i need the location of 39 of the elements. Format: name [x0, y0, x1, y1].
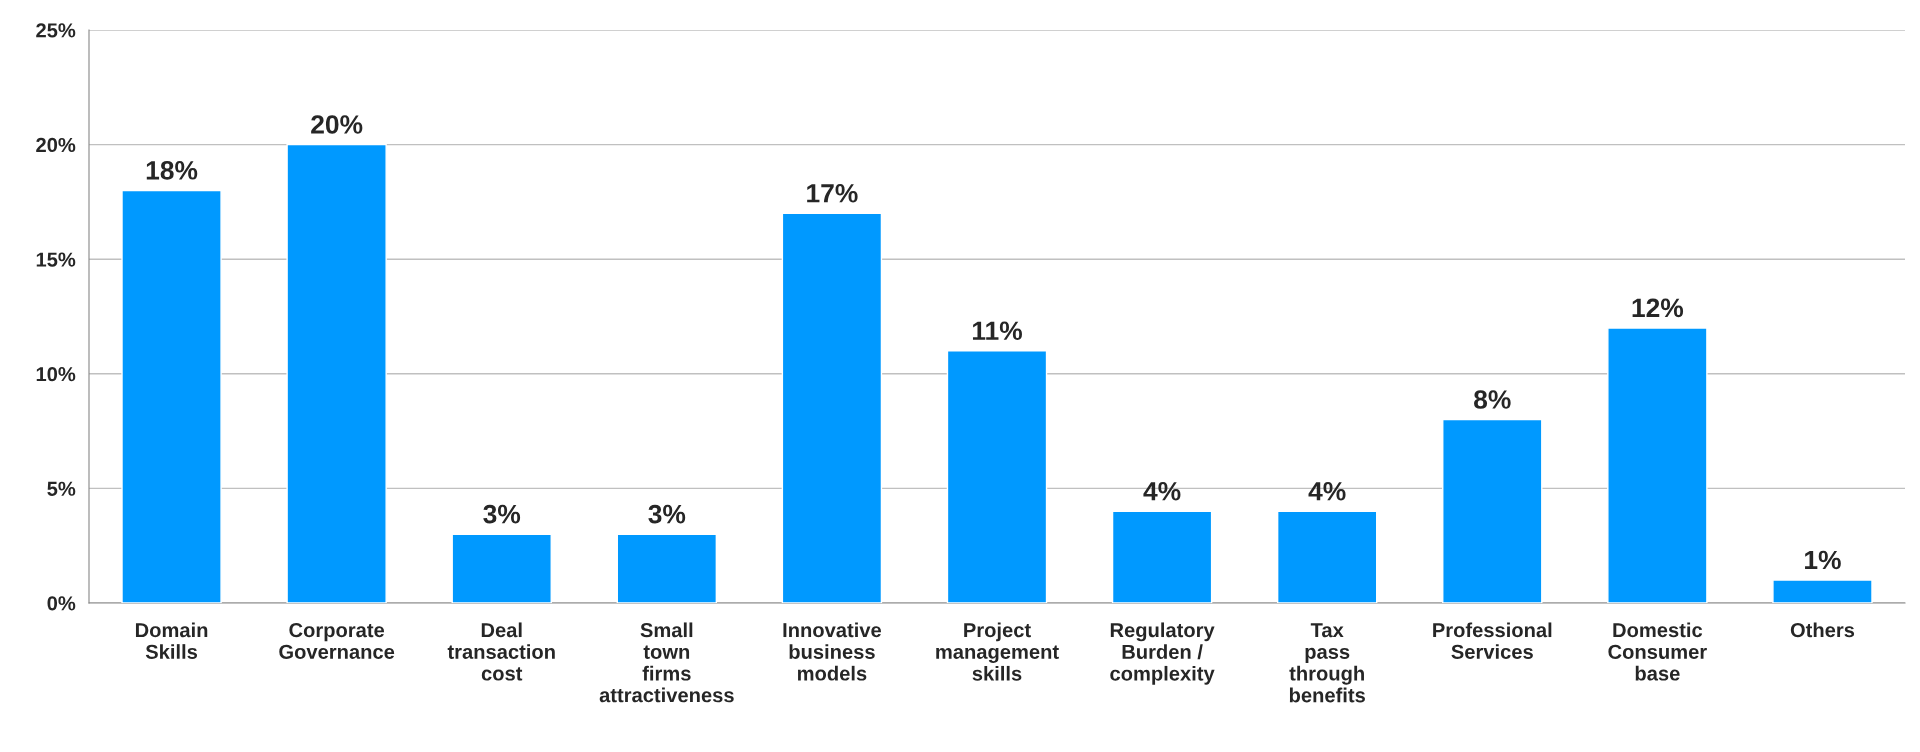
- x-tick-label: Innovative business models: [783, 622, 882, 681]
- y-tick-label: 10%: [36, 367, 76, 382]
- bar: [121, 189, 222, 603]
- y-tick-label: 5%: [47, 481, 76, 496]
- data-label: 3%: [648, 504, 686, 524]
- bar: [616, 533, 718, 603]
- x-tick-label: Domain Skills: [135, 622, 208, 659]
- x-tick-label: Tax pass through benefits: [1289, 623, 1365, 703]
- x-tick-label: Deal transaction cost: [447, 622, 555, 681]
- x-tick-label: Corporate Governance: [279, 622, 395, 659]
- x-tick-label: Project management skills: [936, 622, 1059, 681]
- data-label: 8%: [1474, 390, 1511, 409]
- x-tick-label: Regulatory Burden / complexity: [1110, 622, 1215, 685]
- data-label: 1%: [1805, 550, 1841, 570]
- data-label: 17%: [807, 183, 858, 203]
- bar: [781, 212, 883, 603]
- bar: [286, 143, 387, 603]
- bar: [1772, 579, 1873, 603]
- y-tick-label: 25%: [36, 23, 76, 38]
- bar: [1607, 327, 1708, 603]
- data-label: 4%: [1143, 481, 1181, 501]
- bar: [1111, 510, 1213, 603]
- bar: [451, 533, 552, 603]
- bar: [1276, 510, 1378, 603]
- x-tick-label: Professional Services: [1433, 622, 1552, 659]
- x-tick-label: Domestic Consumer base: [1608, 622, 1707, 681]
- bar: [1442, 418, 1543, 603]
- bar: [946, 350, 1048, 603]
- data-label: 12%: [1632, 298, 1684, 318]
- data-label: 18%: [146, 160, 198, 180]
- y-tick-label: 20%: [36, 137, 76, 153]
- data-label: 4%: [1308, 481, 1346, 501]
- data-label: 20%: [311, 115, 363, 134]
- x-tick-label: Small town firms attractiveness: [599, 622, 734, 703]
- y-tick-label: 15%: [36, 252, 76, 267]
- data-label: 11%: [972, 321, 1022, 341]
- data-label: 3%: [483, 504, 521, 524]
- y-tick-label: 0%: [47, 596, 76, 611]
- x-tick-label: Others: [1790, 622, 1855, 638]
